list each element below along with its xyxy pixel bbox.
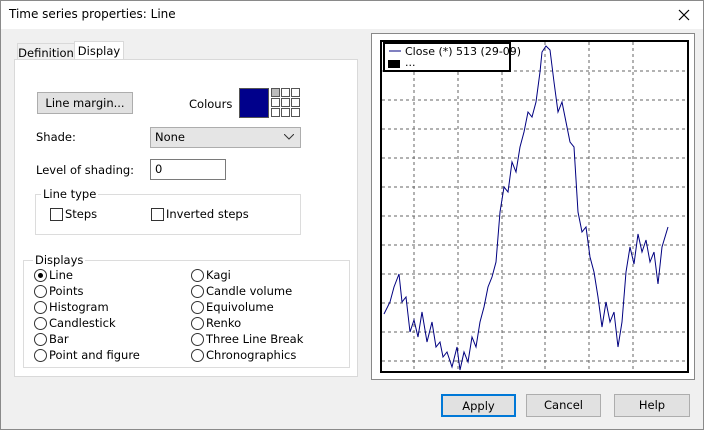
radio-button[interactable] — [191, 333, 204, 346]
radio-button[interactable] — [34, 349, 47, 362]
checkbox-label: Inverted steps — [166, 207, 249, 221]
legend-series: Close (*) 513 (29-09) — [405, 45, 522, 58]
level-label: Level of shading: — [36, 163, 135, 177]
radio-label: Kagi — [206, 268, 231, 282]
tab-active[interactable]: Display — [74, 41, 124, 61]
tab[interactable]: Definition — [17, 43, 75, 60]
radio-button[interactable] — [191, 349, 204, 362]
shade-select[interactable]: None — [150, 127, 301, 148]
radio-button[interactable] — [34, 269, 47, 282]
radio-button[interactable] — [191, 301, 204, 314]
dialog-title: Time series properties: Line — [9, 7, 176, 21]
radio-label: Bar — [49, 332, 69, 346]
radio-label: Candlestick — [49, 316, 116, 330]
radio-button[interactable] — [34, 333, 47, 346]
group-label: Displays — [33, 253, 86, 267]
radio-label: Candle volume — [206, 284, 293, 298]
radio-button[interactable] — [191, 269, 204, 282]
line-type-group — [35, 194, 301, 235]
preview: Close (*) 513 (29-09) ... — [371, 33, 695, 380]
radio-button[interactable] — [191, 317, 204, 330]
title-bar: Time series properties: Line — [1, 1, 703, 29]
preview-chart — [380, 40, 689, 373]
radio-label: Chronographics — [206, 348, 297, 362]
radio-label: Point and figure — [49, 348, 140, 362]
radio-label: Line — [49, 268, 73, 282]
help-button[interactable]: Help — [614, 394, 690, 417]
radio-button[interactable] — [34, 317, 47, 330]
colour-swatch[interactable] — [239, 88, 269, 118]
colour-grid[interactable] — [271, 88, 301, 118]
radio-label: Histogram — [49, 300, 109, 314]
apply-button[interactable]: Apply — [441, 394, 516, 417]
checkbox-label: Steps — [65, 207, 98, 221]
radio-label: Points — [49, 284, 84, 298]
radio-button[interactable] — [34, 285, 47, 298]
line-margin-button[interactable]: Line margin... — [37, 92, 133, 114]
radio-label: Three Line Break — [206, 332, 304, 346]
radio-button[interactable] — [34, 301, 47, 314]
close-button[interactable] — [677, 8, 691, 22]
legend-entry: ... — [405, 56, 416, 69]
checkbox[interactable] — [151, 208, 164, 221]
shade-value: None — [155, 130, 186, 144]
tab-panel: Line margin... Colours Shade: None Level… — [14, 59, 358, 377]
shade-label: Shade: — [36, 130, 76, 144]
checkbox[interactable] — [50, 208, 63, 221]
radio-button[interactable] — [191, 285, 204, 298]
radio-label: Equivolume — [206, 300, 274, 314]
group-label: Line type — [41, 187, 99, 201]
level-input[interactable]: 0 — [150, 159, 226, 180]
dropdown-arrow — [284, 134, 294, 140]
radio-label: Renko — [206, 316, 242, 330]
colours-label: Colours — [189, 97, 233, 111]
displays-group — [23, 260, 350, 368]
cancel-button[interactable]: Cancel — [526, 394, 601, 417]
